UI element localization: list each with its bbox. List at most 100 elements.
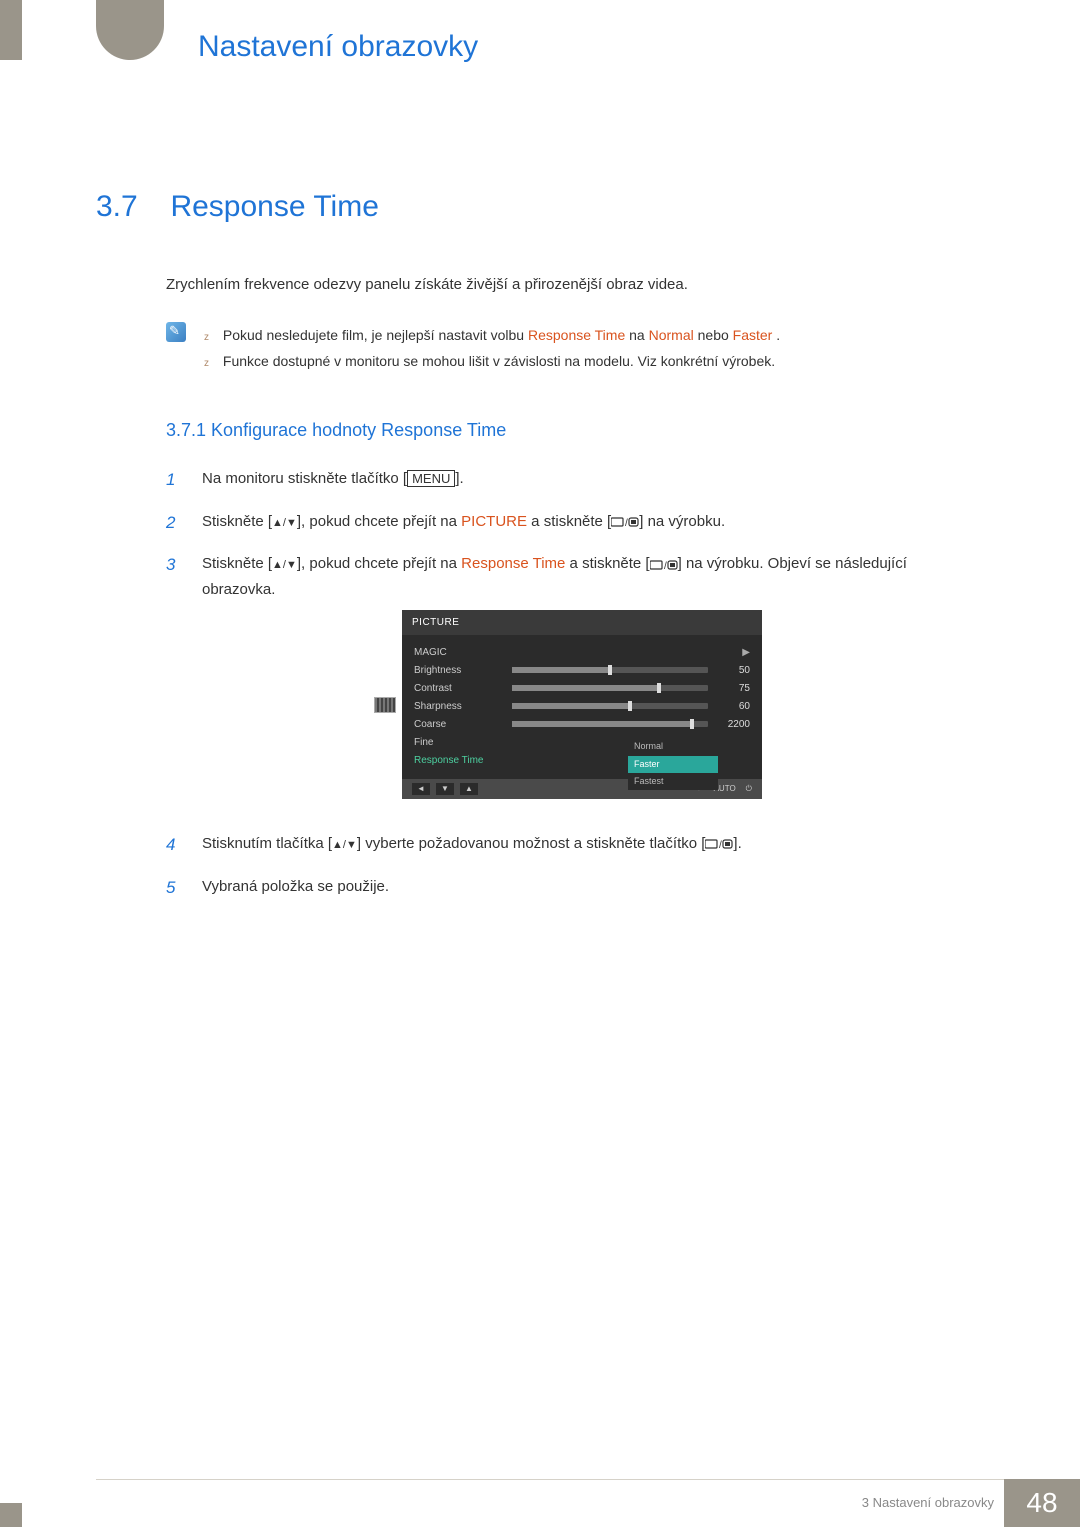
step-number: 3 [166, 551, 184, 817]
osd-row-label: Fine [414, 734, 504, 751]
chapter-tab [96, 0, 164, 60]
up-down-icon: ▲/▼ [332, 839, 357, 851]
header-left-accent [0, 0, 22, 60]
subsection-heading: 3.7.1 Konfigurace hodnoty Response Time [166, 420, 976, 441]
osd-power-icon: ⏻ [746, 782, 752, 796]
source-enter-icon: / [705, 838, 733, 850]
note-highlight: Response Time [528, 327, 625, 343]
bullet-icon: z [204, 332, 209, 343]
text: Stiskněte [ [202, 513, 272, 530]
text: ]. [733, 835, 741, 852]
osd-row-label: Response Time [414, 752, 504, 769]
text: a stiskněte [ [565, 555, 649, 572]
svg-text:/: / [625, 518, 628, 528]
osd-row: Brightness 50 [414, 661, 750, 679]
osd-row: Coarse 2200 [414, 715, 750, 733]
source-enter-icon: / [611, 516, 639, 528]
note-text: . [776, 327, 780, 343]
step: 5 Vybraná položka se použije. [166, 874, 976, 903]
osd-row: MAGIC ▶ [414, 643, 750, 661]
text: ]. [455, 470, 463, 487]
footer-left-accent [0, 1503, 22, 1527]
step-number: 1 [166, 466, 184, 495]
note-list: z Pokud nesledujete film, je nejlepší na… [204, 322, 780, 375]
osd-value: 2200 [716, 716, 750, 733]
osd-row-label: Contrast [414, 680, 504, 697]
source-enter-icon: / [650, 559, 678, 571]
osd-slider [512, 667, 708, 673]
osd-nav-down-icon: ▼ [436, 783, 454, 795]
note-text: na [629, 327, 648, 343]
note-highlight: Normal [649, 327, 694, 343]
text: a stiskněte [ [527, 513, 611, 530]
osd-nav-up-icon: ▲ [460, 783, 478, 795]
step-text: Stiskněte [▲/▼], pokud chcete přejít na … [202, 509, 976, 538]
footer-divider [96, 1479, 1004, 1480]
chapter-title: Nastavení obrazovky [198, 30, 478, 64]
text: ], pokud chcete přejít na [297, 513, 461, 530]
note-highlight: Faster [733, 327, 773, 343]
step-text: Vybraná položka se použije. [202, 874, 976, 903]
osd-arrow-icon: ▶ [742, 644, 750, 661]
osd-slider [512, 685, 708, 691]
highlight: Response Time [461, 555, 565, 572]
osd-slider [512, 703, 708, 709]
menu-button-label: MENU [407, 470, 455, 487]
osd-row-label: MAGIC [414, 644, 504, 661]
svg-text:/: / [664, 561, 667, 571]
note-text: nebo [698, 327, 733, 343]
svg-text:/: / [719, 840, 722, 850]
osd-dropdown-item: Normal [628, 738, 718, 755]
step: 2 Stiskněte [▲/▼], pokud chcete přejít n… [166, 509, 976, 538]
page-number: 48 [1004, 1479, 1080, 1527]
step-list: 1 Na monitoru stiskněte tlačítko [MENU].… [166, 466, 976, 903]
osd-value: 75 [716, 680, 750, 697]
step-text: Na monitoru stiskněte tlačítko [MENU]. [202, 466, 976, 495]
osd-slider [512, 721, 708, 727]
osd-row-label: Sharpness [414, 698, 504, 715]
up-down-icon: ▲/▼ [272, 559, 297, 571]
note-icon [166, 322, 186, 342]
osd-dropdown: NormalFasterFastest [628, 738, 718, 790]
osd-value: 50 [716, 662, 750, 679]
text: ] vyberte požadovanou možnost a stisknět… [357, 835, 706, 852]
section-title: Response Time [170, 190, 378, 223]
step-number: 5 [166, 874, 184, 903]
note-text: Funkce dostupné v monitoru se mohou liši… [223, 353, 775, 369]
osd-title: PICTURE [402, 610, 762, 635]
footer-text: 3 Nastavení obrazovky [862, 1495, 994, 1510]
osd-dropdown-item: Faster [628, 756, 718, 773]
step: 4 Stisknutím tlačítka [▲/▼] vyberte poža… [166, 831, 976, 860]
osd-row-label: Brightness [414, 662, 504, 679]
note-item: z Pokud nesledujete film, je nejlepší na… [204, 322, 780, 349]
osd-nav-left-icon: ◄ [412, 783, 430, 795]
osd-row: Contrast 75 [414, 679, 750, 697]
section-heading: 3.7 Response Time [96, 190, 976, 224]
osd-nav-buttons: ◄ ▼ ▲ [412, 783, 478, 795]
text: Stiskněte [ [202, 555, 272, 572]
highlight: PICTURE [461, 513, 527, 530]
osd-body: MAGIC▶Brightness50Contrast75Sharpness60C… [402, 635, 762, 773]
osd-screenshot: PICTURE MAGIC▶Brightness50Contrast75Shar… [402, 610, 762, 799]
step: 1 Na monitoru stiskněte tlačítko [MENU]. [166, 466, 976, 495]
section-number: 3.7 [96, 190, 166, 224]
osd-value: 60 [716, 698, 750, 715]
up-down-icon: ▲/▼ [272, 517, 297, 529]
text: Na monitoru stiskněte tlačítko [ [202, 470, 407, 487]
osd-row-label: Coarse [414, 716, 504, 733]
osd-dropdown-item: Fastest [628, 773, 718, 790]
note-text: Pokud nesledujete film, je nejlepší nast… [223, 327, 524, 343]
osd-row: Sharpness 60 [414, 697, 750, 715]
step: 3 Stiskněte [▲/▼], pokud chcete přejít n… [166, 551, 976, 817]
step-text: Stiskněte [▲/▼], pokud chcete přejít na … [202, 551, 976, 817]
text: Stisknutím tlačítka [ [202, 835, 332, 852]
step-number: 4 [166, 831, 184, 860]
osd-side-icon [374, 697, 396, 713]
section-intro: Zrychlením frekvence odezvy panelu získá… [166, 274, 976, 297]
page-content: 3.7 Response Time Zrychlením frekvence o… [96, 190, 976, 917]
note-item: z Funkce dostupné v monitoru se mohou li… [204, 348, 780, 375]
step-number: 2 [166, 509, 184, 538]
text: ], pokud chcete přejít na [297, 555, 461, 572]
bullet-icon: z [204, 358, 209, 369]
page-footer: 3 Nastavení obrazovky 48 [0, 1479, 1080, 1527]
